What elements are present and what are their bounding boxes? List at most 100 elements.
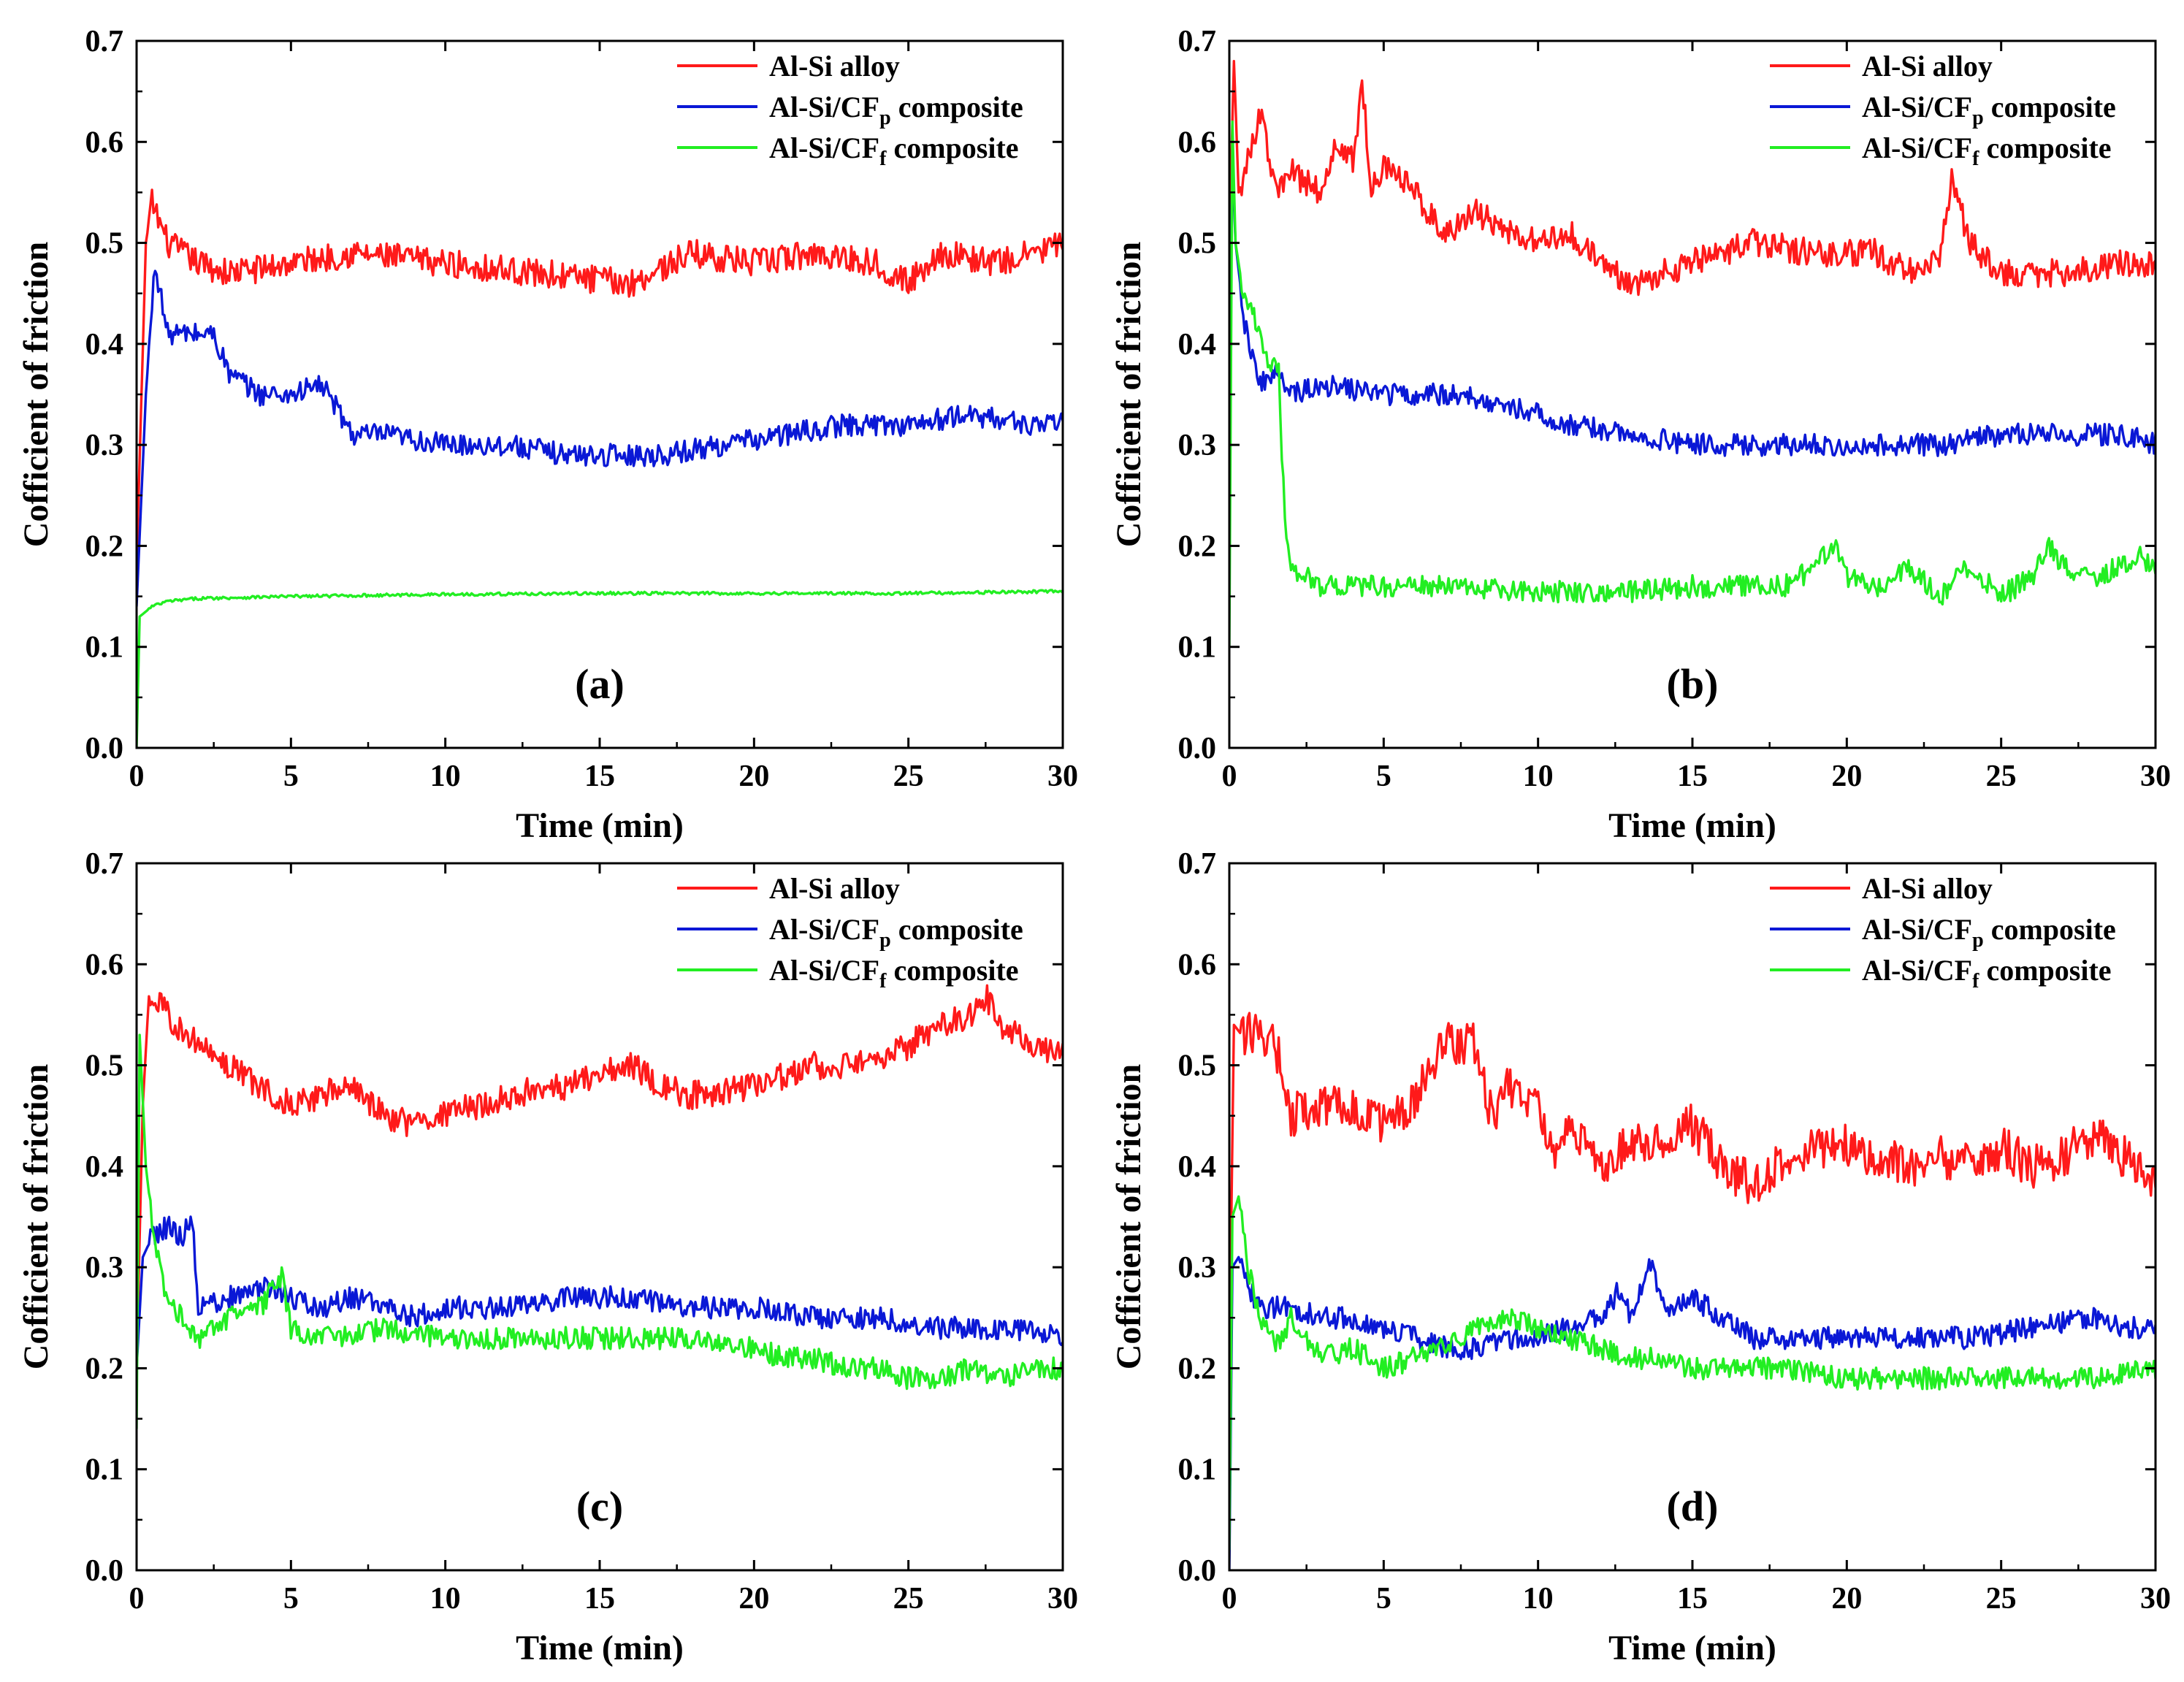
- y-tick-label: 0.0: [85, 1554, 124, 1588]
- x-tick-label: 10: [1523, 1582, 1554, 1616]
- y-tick-label: 0.7: [85, 847, 124, 881]
- y-tick-label: 0.6: [85, 126, 124, 159]
- x-tick-label: 15: [584, 1582, 615, 1616]
- y-tick-label: 0.5: [85, 1050, 124, 1083]
- x-tick-label: 15: [1677, 760, 1708, 793]
- x-tick-label: 5: [283, 760, 299, 793]
- x-tick-label: 25: [1986, 1582, 2017, 1616]
- y-tick-label: 0.3: [85, 429, 124, 462]
- x-tick-label: 5: [283, 1582, 299, 1616]
- legend: Al-Si alloy Al-Si/CFp compositeAl-Si/CFf …: [677, 50, 1023, 170]
- panel-label: (a): [575, 660, 625, 708]
- y-tick-label: 0.3: [85, 1251, 124, 1285]
- legend-entry: Al-Si/CFp composite: [769, 91, 1023, 129]
- series-line-3: [1229, 1195, 2156, 1551]
- x-tick-label: 20: [738, 760, 769, 793]
- y-tick-label: 0.7: [1178, 847, 1217, 881]
- panel-a: 0 5 10 15 20 25 30 0.0 0.1 0.2 0.3 0.4 0.5 0.6 0.7 Time…: [17, 25, 1078, 845]
- x-tick-label: 20: [1831, 1582, 1862, 1616]
- y-tick-label: 0.4: [1178, 1150, 1217, 1184]
- legend-entry: Al-Si alloy: [769, 872, 900, 905]
- x-tick-label: 30: [2140, 1582, 2171, 1616]
- legend-entry: Al-Si/CFf composite: [1862, 131, 2112, 170]
- y-tick-label: 0.2: [1178, 530, 1217, 563]
- x-tick-label: 30: [1047, 1582, 1078, 1616]
- x-tick-label: 10: [430, 1582, 461, 1616]
- legend: Al-Si alloy Al-Si/CFp compositeAl-Si/CFf …: [1770, 872, 2116, 993]
- series-line-2: [137, 1215, 1063, 1369]
- panel-d: 0 5 10 15 20 25 30 0.0 0.1 0.2 0.3 0.4 0.5 0.6 0.7 Time…: [1110, 847, 2171, 1667]
- y-axis-title: Cofficient of friction: [1110, 242, 1148, 548]
- x-tick-label: 0: [1222, 1582, 1237, 1616]
- y-tick-label: 0.1: [85, 1453, 124, 1487]
- y-tick-label: 0.5: [85, 227, 124, 261]
- legend-entry: Al-Si/CFf composite: [1862, 954, 2112, 993]
- x-tick-label: 25: [893, 760, 924, 793]
- y-tick-label: 0.5: [1178, 1050, 1217, 1083]
- x-tick-label: 5: [1376, 1582, 1391, 1616]
- legend: Al-Si alloy Al-Si/CFp compositeAl-Si/CFf …: [677, 872, 1023, 993]
- x-tick-label: 5: [1376, 760, 1391, 793]
- y-tick-label: 0.6: [85, 948, 124, 982]
- series-line-1: [137, 188, 1063, 567]
- y-tick-label: 0.1: [85, 631, 124, 665]
- y-tick-label: 0.6: [1178, 126, 1217, 159]
- series-line-2: [137, 269, 1063, 607]
- series-line-2: [1229, 161, 2156, 457]
- legend-entry: Al-Si/CFp composite: [1862, 91, 2116, 129]
- y-tick-label: 0.1: [1178, 1453, 1217, 1487]
- y-axis-title: Cofficient of friction: [1110, 1064, 1148, 1370]
- series-line-3: [137, 589, 1063, 748]
- y-tick-label: 0.2: [85, 1352, 124, 1385]
- x-axis-title: Time (min): [1608, 1629, 1776, 1667]
- legend-entry: Al-Si/CFp composite: [769, 913, 1023, 952]
- y-tick-label: 0.0: [1178, 732, 1217, 765]
- x-tick-label: 30: [1047, 760, 1078, 793]
- y-tick-label: 0.4: [85, 328, 124, 362]
- x-tick-label: 25: [1986, 760, 2017, 793]
- x-tick-label: 0: [129, 1582, 145, 1616]
- y-tick-label: 0.2: [1178, 1352, 1217, 1385]
- x-tick-label: 25: [893, 1582, 924, 1616]
- x-tick-label: 15: [1677, 1582, 1708, 1616]
- x-axis-title: Time (min): [1608, 806, 1776, 845]
- y-tick-label: 0.4: [1178, 328, 1217, 362]
- x-tick-label: 20: [738, 1582, 769, 1616]
- panel-label: (d): [1667, 1483, 1719, 1530]
- series-line-3: [137, 1033, 1063, 1429]
- legend-entry: Al-Si/CFp composite: [1862, 913, 2116, 952]
- panel-b: 0 5 10 15 20 25 30 0.0 0.1 0.2 0.3 0.4 0.5 0.6 0.7 Time…: [1110, 25, 2171, 845]
- y-tick-label: 0.3: [1178, 1251, 1217, 1285]
- y-tick-label: 0.6: [1178, 948, 1217, 982]
- y-tick-label: 0.7: [85, 25, 124, 58]
- legend: Al-Si alloy Al-Si/CFp compositeAl-Si/CFf …: [1770, 50, 2116, 170]
- legend-entry: Al-Si/CFf composite: [769, 954, 1019, 993]
- legend-entry: Al-Si alloy: [1862, 872, 1993, 905]
- series-line-1: [137, 984, 1063, 1369]
- x-tick-label: 10: [1523, 760, 1554, 793]
- legend-entry: Al-Si alloy: [769, 50, 900, 83]
- x-tick-label: 10: [430, 760, 461, 793]
- x-tick-label: 0: [1222, 760, 1237, 793]
- y-tick-label: 0.4: [85, 1150, 124, 1184]
- legend-entry: Al-Si/CFf composite: [769, 131, 1019, 170]
- x-axis-title: Time (min): [516, 806, 684, 845]
- y-tick-label: 0.7: [1178, 25, 1217, 58]
- series-line-3: [1229, 120, 2156, 647]
- y-tick-label: 0.3: [1178, 429, 1217, 462]
- y-tick-label: 0.2: [85, 530, 124, 563]
- y-tick-label: 0.5: [1178, 227, 1217, 261]
- x-axis-title: Time (min): [516, 1629, 684, 1667]
- panel-label: (b): [1667, 660, 1719, 708]
- panel-label: (c): [576, 1483, 623, 1530]
- legend-entry: Al-Si alloy: [1862, 50, 1993, 83]
- x-tick-label: 20: [1831, 760, 1862, 793]
- y-axis-title: Cofficient of friction: [17, 242, 56, 548]
- y-tick-label: 0.0: [1178, 1554, 1217, 1588]
- panel-c: 0 5 10 15 20 25 30 0.0 0.1 0.2 0.3 0.4 0.5 0.6 0.7 Time…: [17, 847, 1078, 1667]
- x-tick-label: 30: [2140, 760, 2171, 793]
- y-tick-label: 0.0: [85, 732, 124, 765]
- y-axis-title: Cofficient of friction: [17, 1064, 56, 1370]
- series-line-1: [1229, 59, 2156, 297]
